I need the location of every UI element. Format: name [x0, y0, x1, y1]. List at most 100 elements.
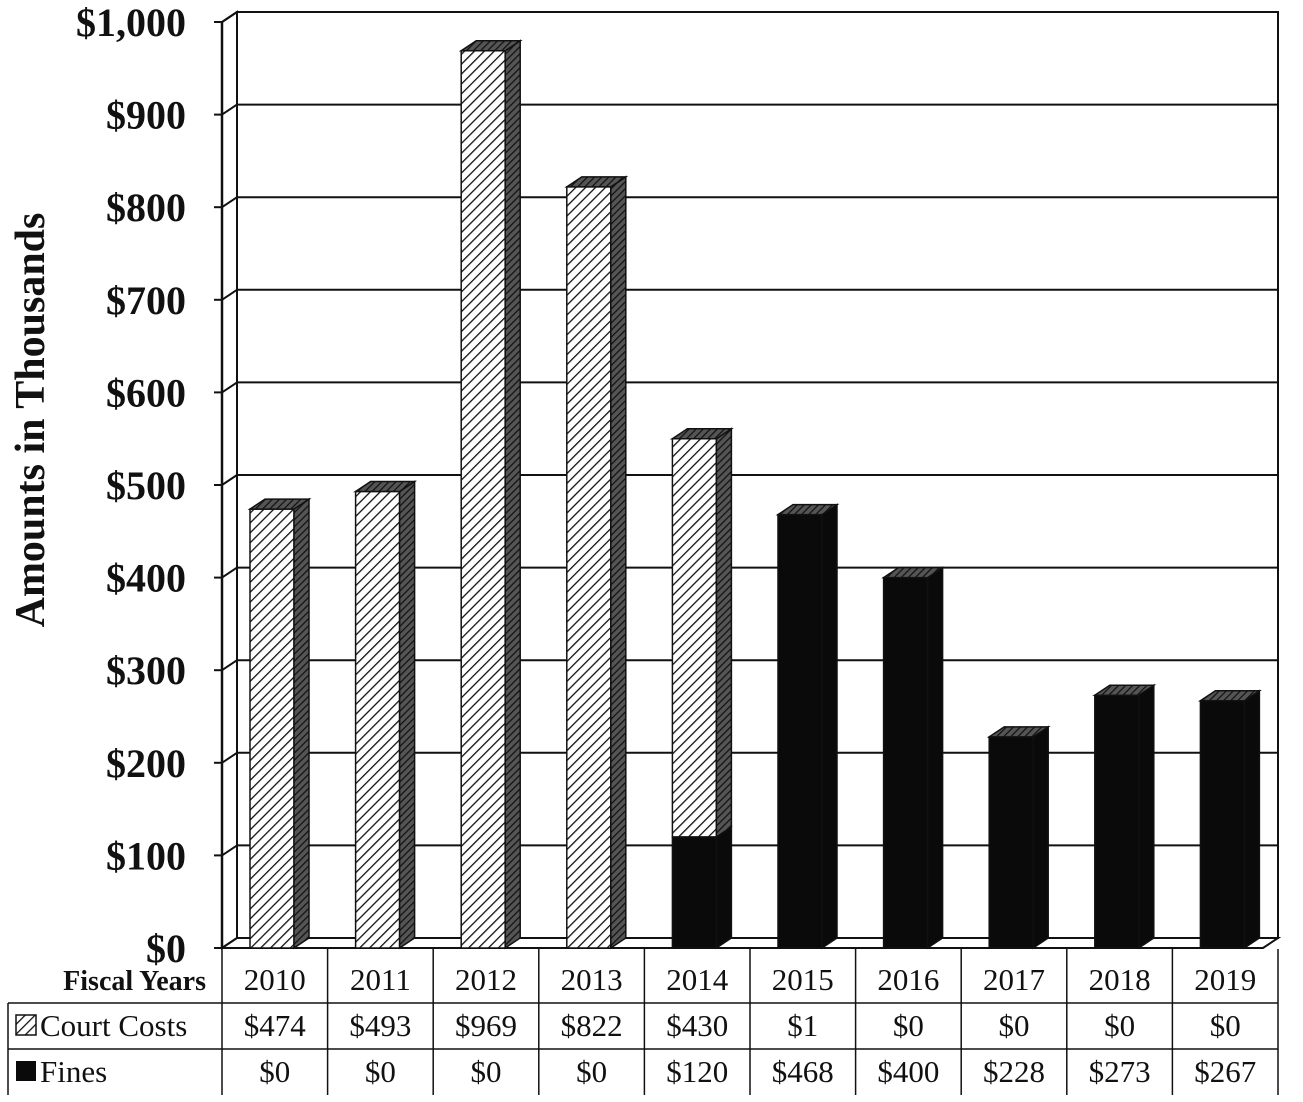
court-costs-bar-2013	[564, 175, 629, 950]
x-tick-label: 2011	[350, 962, 411, 997]
fines-bar-2017-side	[1032, 725, 1049, 950]
fines-value: $273	[1089, 1054, 1151, 1089]
gridline-depth	[221, 566, 238, 579]
fines-bar-2016-front	[882, 576, 929, 949]
fines-value: $0	[471, 1054, 502, 1089]
court-costs-value: $0	[999, 1008, 1030, 1043]
court-costs-bar-2014-top	[669, 427, 734, 440]
court-costs-value: $1	[787, 1008, 818, 1043]
x-tick-label: 2018	[1089, 962, 1151, 997]
fines-value: $228	[983, 1054, 1045, 1089]
court-costs-legend-key	[15, 1014, 37, 1036]
fines-bar-2019-side	[1243, 689, 1261, 950]
fines-bar-2018-top	[1092, 684, 1157, 696]
fines-bar-2019-top	[1197, 690, 1262, 702]
gridline-depth	[221, 103, 238, 116]
fines-bar-2016	[881, 566, 946, 950]
court-costs-value: $430	[666, 1008, 728, 1043]
y-tick-label: $800	[106, 185, 186, 230]
court-costs-bar-2013-front	[566, 186, 612, 949]
y-tick-label: $500	[106, 463, 186, 508]
fines-bar-2015-side	[821, 503, 838, 950]
court-costs-bar-2011-front	[354, 490, 401, 949]
fines-bar-2014-side	[715, 825, 733, 950]
y-tick-label: $700	[106, 278, 186, 323]
court-costs-bar-2012-top	[458, 39, 523, 52]
fines-bar-2019	[1197, 689, 1262, 950]
fines-legend-label: Fines	[40, 1054, 107, 1089]
gridline-depth	[221, 288, 238, 301]
court-costs-value: $0	[1210, 1008, 1241, 1043]
x-tick-label: 2019	[1194, 962, 1256, 997]
fines-value: $0	[365, 1054, 396, 1089]
data-table: Fiscal Years 2010 $474 $0 2011 $493 $0 2012 $969…	[7, 949, 1279, 1095]
court-costs-value: $0	[1104, 1008, 1135, 1043]
bars	[247, 39, 1262, 950]
x-tick-label: 2012	[455, 962, 517, 997]
table-header-label: Fiscal Years	[63, 966, 206, 997]
fines-bar-2018-side	[1138, 683, 1155, 950]
court-costs-bar-2011-side	[398, 480, 416, 950]
gridline-depth	[221, 474, 238, 486]
fines-bar-2016-side	[926, 566, 944, 950]
gridline-depth	[221, 659, 238, 672]
y-tick-label: $400	[106, 556, 186, 601]
court-costs-bar-2014-front	[671, 437, 718, 838]
court-costs-bar-2013-top	[564, 176, 629, 188]
fines-legend-key	[16, 1061, 36, 1081]
gridline-depth	[221, 11, 238, 23]
gridline-depth	[221, 751, 238, 764]
y-tick-label: $1,000	[76, 0, 186, 45]
fines-bar-2015	[775, 503, 840, 950]
fines-bar-2015-front	[777, 513, 823, 949]
fines-bar-2018-front	[1094, 694, 1140, 949]
fines-value: $0	[259, 1054, 290, 1089]
court-costs-bar-2014	[669, 427, 734, 839]
court-costs-bar-2011-top	[353, 480, 418, 493]
fines-bar-2017-front	[988, 736, 1034, 949]
x-tick-label: 2017	[983, 962, 1045, 997]
x-tick-label: 2013	[561, 962, 623, 997]
y-axis-label: Amounts in Thousands	[8, 213, 54, 628]
fines-bar-2014-front	[671, 836, 718, 949]
fines-bar-2019-front	[1199, 700, 1246, 949]
fines-bar-2017	[986, 725, 1051, 950]
court-costs-value: $969	[455, 1008, 517, 1043]
court-costs-value: $0	[893, 1008, 924, 1043]
fines-bar-2018	[1092, 683, 1157, 950]
y-tick-label: $100	[106, 833, 186, 878]
court-costs-bar-2012	[458, 39, 523, 950]
court-costs-value: $822	[561, 1008, 623, 1043]
fines-value: $400	[877, 1054, 939, 1089]
court-costs-legend-label: Court Costs	[40, 1008, 187, 1043]
fines-bar-2017-top	[986, 726, 1051, 738]
y-tick-label: $200	[106, 741, 186, 786]
court-costs-bar-2010	[247, 497, 312, 950]
court-costs-bar-2014-side	[715, 427, 733, 839]
court-costs-value: $474	[244, 1008, 307, 1043]
fines-value: $468	[772, 1054, 834, 1089]
fines-value: $267	[1194, 1054, 1256, 1089]
y-tick-label: $900	[106, 93, 186, 138]
fines-bar-2014	[671, 825, 733, 950]
court-costs-bar-2010-side	[293, 497, 310, 950]
x-tick-label: 2016	[877, 962, 939, 997]
y-tick-label: $600	[106, 370, 186, 415]
court-costs-value: $493	[349, 1008, 411, 1043]
fines-value: $120	[666, 1054, 728, 1089]
court-costs-bar-2012-side	[504, 39, 521, 950]
gridline-depth	[221, 844, 238, 857]
court-costs-bar-2010-front	[249, 508, 295, 949]
court-costs-bar-2012-front	[460, 49, 506, 949]
fines-value: $0	[576, 1054, 607, 1089]
court-costs-bar-2010-top	[247, 498, 312, 510]
x-tick-label: 2010	[244, 962, 306, 997]
y-tick-label: $300	[106, 648, 186, 693]
fines-bar-2015-top	[775, 503, 840, 516]
court-costs-bar-2013-side	[610, 175, 627, 950]
x-tick-label: 2014	[666, 962, 729, 997]
gridline-depth	[221, 196, 238, 209]
court-costs-bar-2011	[353, 480, 418, 950]
y-axis-ticks: $0 $100 $200 $300 $400 $500 $600 $700 $800 $900 $1…	[76, 0, 186, 971]
